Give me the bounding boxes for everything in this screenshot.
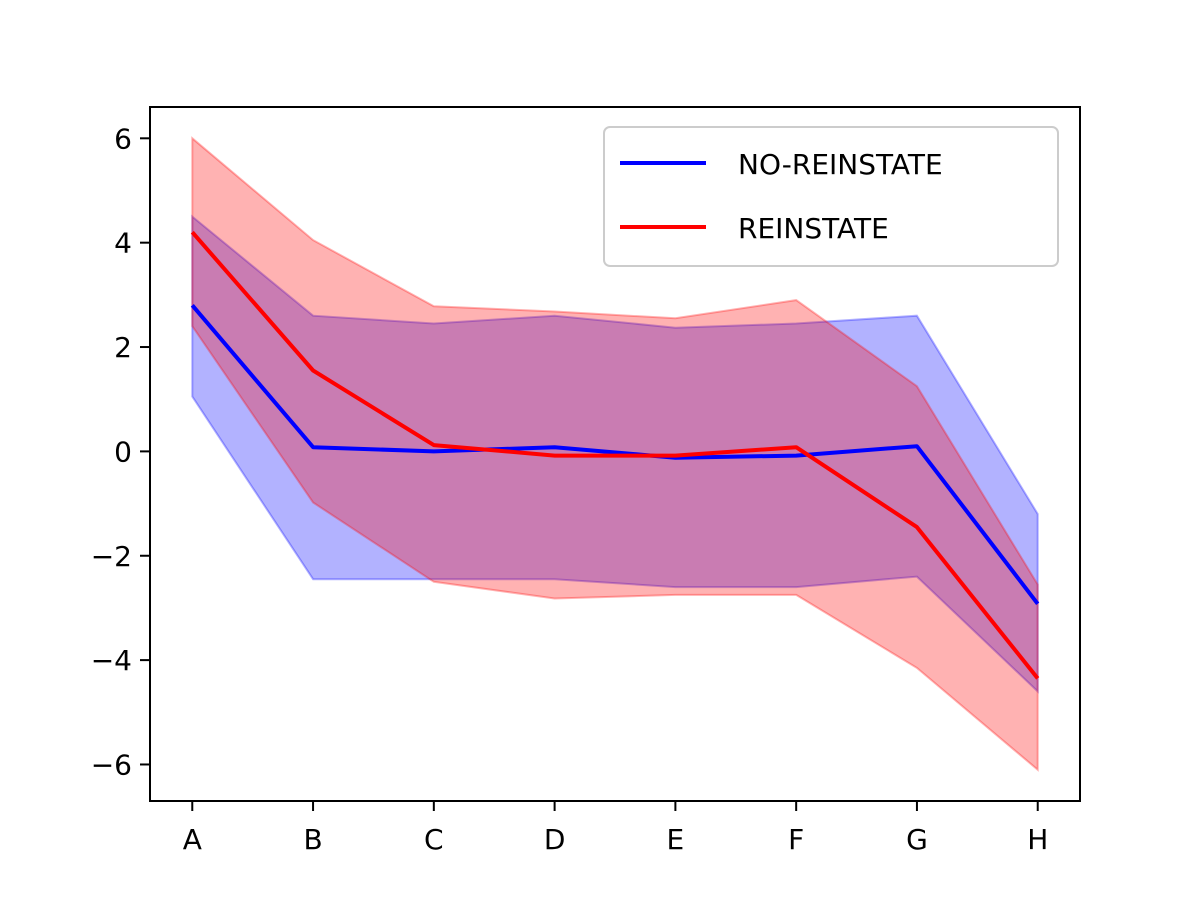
y-tick-label-2: −2 [91, 540, 132, 573]
line-reinstate [190, 230, 1040, 680]
y-tick-label-1: −4 [91, 644, 132, 677]
x-tick-label-h: H [1027, 823, 1048, 856]
x-tick-label-b: B [303, 823, 322, 856]
y-tick-label-0: −6 [91, 748, 132, 781]
legend-label-reinstate: REINSTATE [738, 212, 889, 245]
x-tick-label-d: D [544, 823, 566, 856]
line-no-reinstate [190, 304, 1040, 606]
plot-frame [149, 106, 1081, 802]
y-tick-label-5: 4 [114, 227, 132, 260]
legend-label-no-reinstate: NO-REINSTATE [738, 148, 943, 181]
x-axis: A B C D E F G H [183, 801, 1048, 856]
y-tick-label-3: 0 [114, 435, 132, 468]
x-tick-label-g: G [906, 823, 928, 856]
x-tick-label-c: C [424, 823, 444, 856]
legend: NO-REINSTATE REINSTATE [603, 126, 1059, 267]
y-tick-label-4: 2 [114, 331, 132, 364]
legend-box [603, 126, 1059, 267]
series-lines [190, 230, 1040, 680]
x-tick-label-f: F [788, 823, 804, 856]
y-tick-label-6: 6 [114, 122, 132, 155]
x-tick-label-e: E [667, 823, 685, 856]
x-tick-label-a: A [183, 823, 202, 856]
y-axis: −6 −4 −2 0 2 4 6 [91, 122, 150, 781]
